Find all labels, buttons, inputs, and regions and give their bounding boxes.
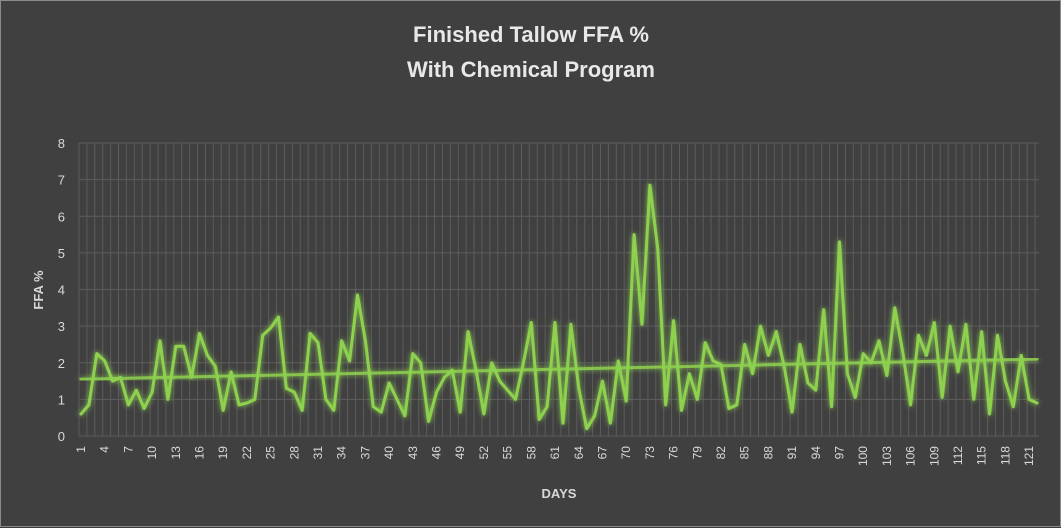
x-tick-label: 22 (240, 446, 254, 460)
y-tick-label: 0 (58, 429, 65, 444)
y-axis-ticks: 0 1 2 3 4 5 6 7 8 (58, 136, 65, 444)
x-tick-label: 61 (548, 446, 562, 460)
x-tick-label: 43 (406, 446, 420, 460)
x-tick-label: 55 (501, 446, 515, 460)
y-tick-label: 2 (58, 356, 65, 371)
x-tick-label: 67 (595, 446, 609, 460)
y-tick-label: 4 (58, 283, 65, 298)
x-tick-label: 58 (524, 446, 538, 460)
x-tick-label: 109 (927, 446, 941, 466)
x-tick-label: 4 (98, 446, 112, 453)
x-tick-label: 121 (1022, 446, 1036, 466)
x-tick-label: 52 (477, 446, 491, 460)
y-tick-label: 5 (58, 246, 65, 261)
y-tick-label: 1 (58, 392, 65, 407)
x-tick-label: 94 (809, 446, 823, 460)
x-tick-label: 40 (382, 446, 396, 460)
x-tick-label: 97 (832, 446, 846, 460)
x-tick-label: 64 (572, 446, 586, 460)
x-tick-label: 19 (216, 446, 230, 460)
y-axis-title: FFA % (31, 270, 46, 310)
y-tick-label: 7 (58, 173, 65, 188)
chart-title-line1: Finished Tallow FFA % (413, 22, 649, 47)
x-tick-label: 115 (975, 446, 989, 465)
series-line (79, 183, 1039, 431)
x-tick-label: 79 (690, 446, 704, 460)
x-tick-label: 85 (738, 446, 752, 460)
x-tick-label: 37 (358, 446, 372, 460)
y-tick-label: 3 (58, 319, 65, 334)
y-tick-label: 8 (58, 136, 65, 151)
x-tick-label: 88 (761, 446, 775, 460)
x-tick-label: 46 (430, 446, 444, 460)
y-tick-label: 6 (58, 209, 65, 224)
x-tick-label: 100 (856, 446, 870, 466)
x-tick-label: 112 (951, 446, 965, 465)
x-tick-label: 106 (904, 446, 918, 466)
series-layer (79, 183, 1039, 431)
x-tick-label: 34 (335, 446, 349, 460)
x-tick-label: 70 (619, 446, 633, 460)
x-tick-label: 31 (311, 446, 325, 460)
x-axis-ticks: 1 4 7 10 13 16 19 22 25 28 31 34 37 40 43 46 49 52 55 58 61 6… (74, 446, 1036, 466)
x-tick-label: 28 (287, 446, 301, 460)
x-axis-title: DAYS (542, 486, 577, 501)
x-tick-label: 13 (169, 446, 183, 460)
x-tick-label: 25 (264, 446, 278, 460)
x-tick-label: 73 (643, 446, 657, 460)
x-tick-label: 49 (453, 446, 467, 460)
x-tick-label: 118 (998, 446, 1012, 465)
x-tick-label: 91 (785, 446, 799, 460)
chart-title-line2: With Chemical Program (407, 57, 655, 82)
x-tick-label: 7 (121, 446, 135, 453)
x-tick-label: 82 (714, 446, 728, 460)
x-tick-label: 10 (145, 446, 159, 460)
x-tick-label: 103 (880, 446, 894, 466)
x-tick-label: 1 (74, 446, 88, 453)
grid (78, 142, 1039, 437)
x-tick-label: 76 (667, 446, 681, 460)
x-tick-label: 16 (192, 446, 206, 460)
